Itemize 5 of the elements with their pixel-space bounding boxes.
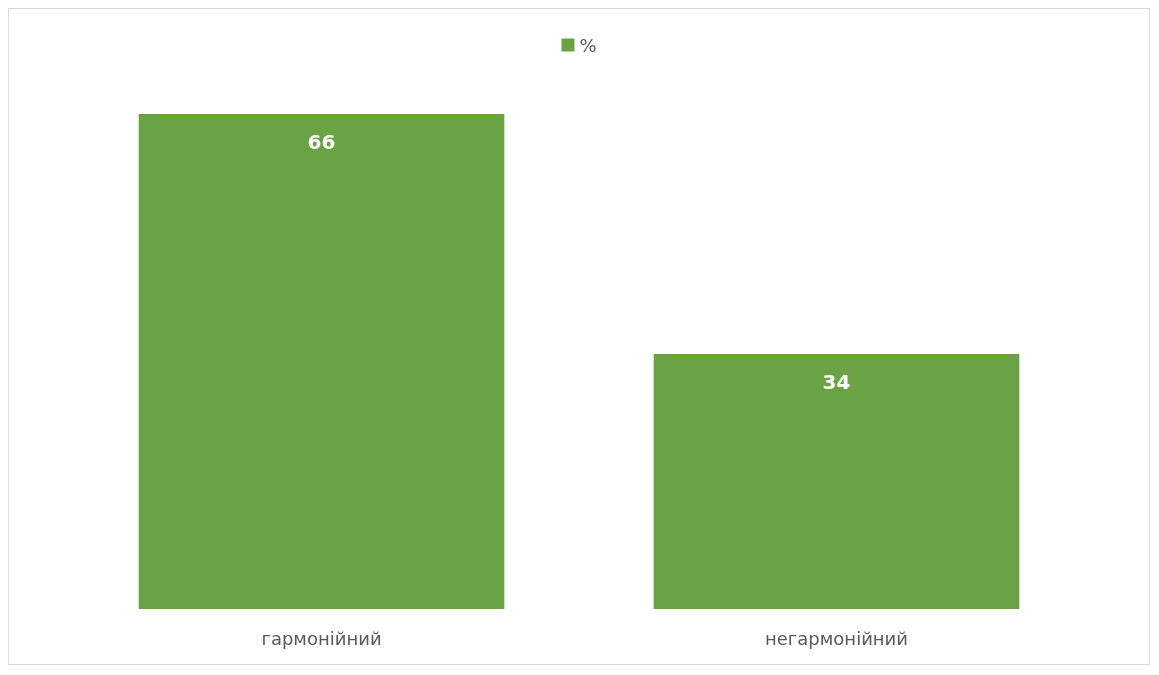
data-label: 66 bbox=[307, 130, 336, 154]
data-label: 34 bbox=[822, 370, 851, 394]
x-tick-label: негармонійний bbox=[765, 627, 908, 649]
x-tick-label: гармонійний bbox=[261, 627, 382, 649]
legend-label: % bbox=[579, 34, 597, 56]
